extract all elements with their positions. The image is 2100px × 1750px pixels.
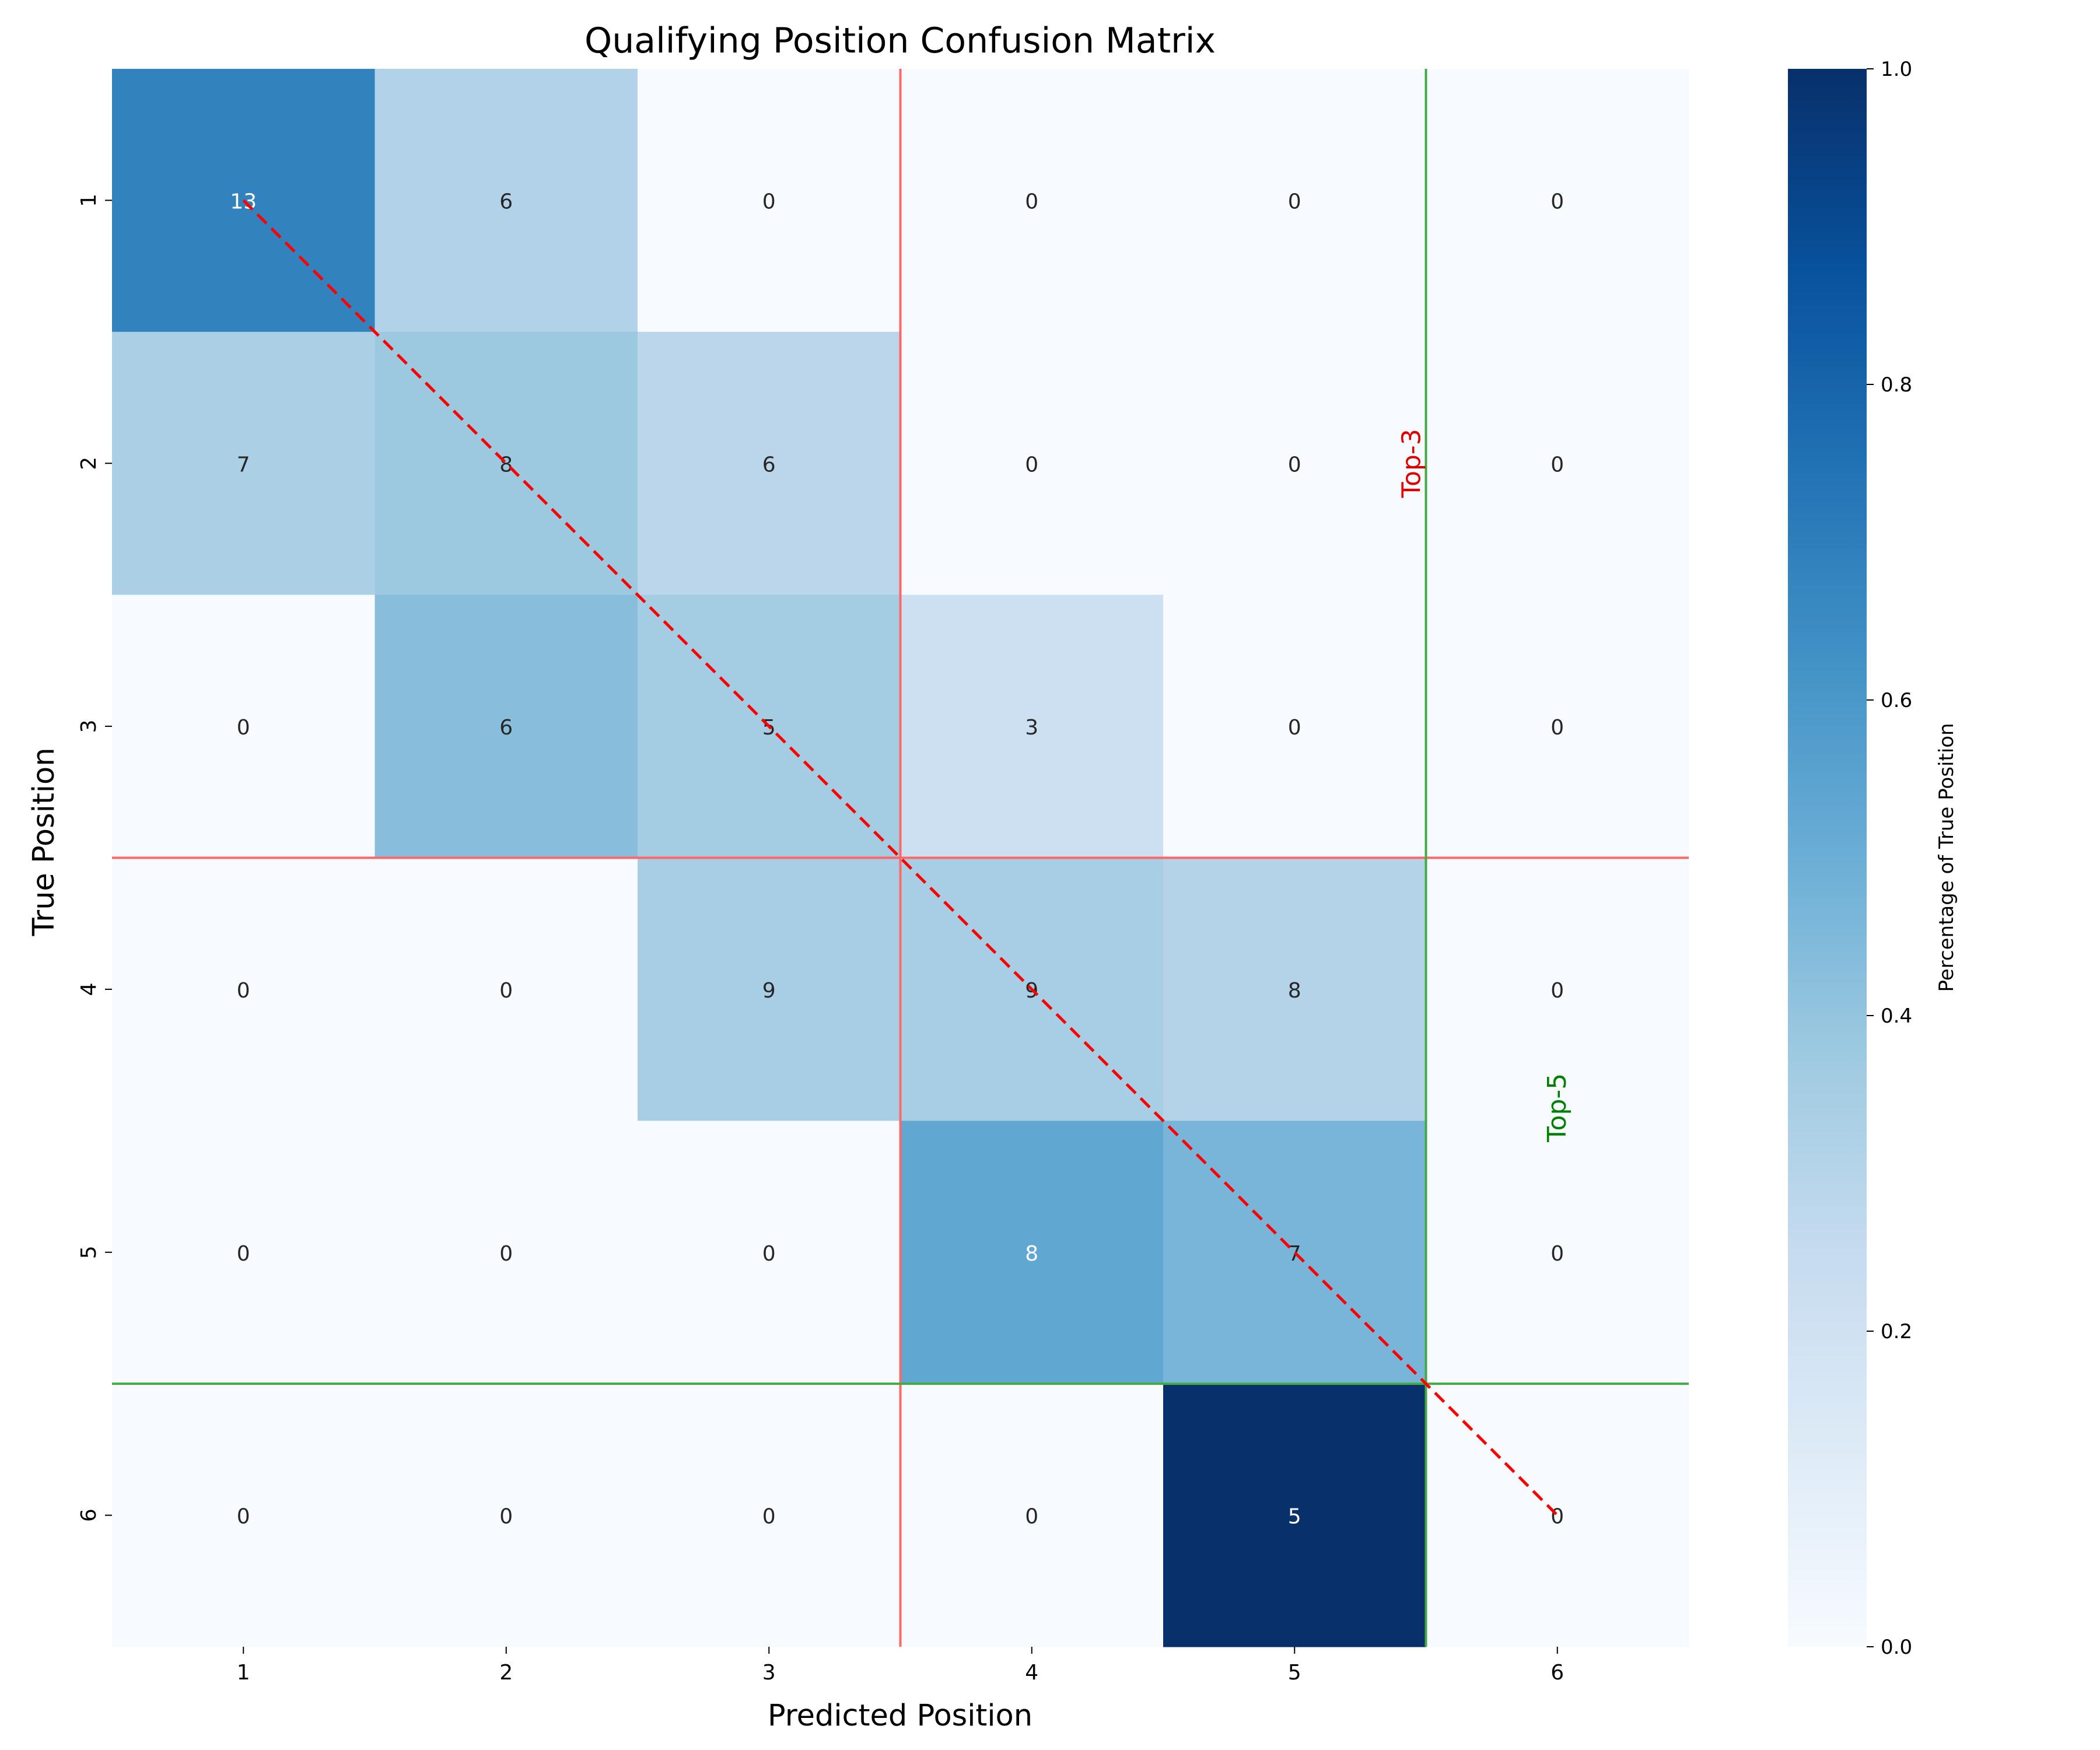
heatmap-cell: [374, 858, 638, 1121]
cell-value-label: 0: [499, 1242, 513, 1266]
y-axis-ticks: 1 2 3 4 5 6: [77, 194, 112, 1522]
cell-value-label: 0: [1550, 716, 1564, 740]
colorbar: 0.0 0.2 0.4 0.6 0.8 1.0 Percentage of True Po…: [1788, 58, 1958, 1659]
heatmap-cell: [112, 1384, 376, 1647]
cell-value-label: 6: [499, 190, 513, 214]
heatmap-cell: [1426, 69, 1689, 332]
cell-value-label: 0: [1288, 716, 1301, 740]
colorbar-label: Percentage of True Position: [1935, 723, 1958, 992]
cell-value-label: 0: [762, 190, 776, 214]
heatmap-cell: [374, 69, 638, 332]
x-tick-label: 1: [237, 1661, 250, 1685]
heatmap-cell: [112, 1121, 376, 1384]
heatmap-cell: [900, 594, 1164, 859]
annotations: Top-3 Top-5: [1397, 429, 1572, 1143]
heatmap-cell: [638, 1121, 901, 1384]
heatmap-cells: 1360000786000065300009980000870000050: [112, 69, 1689, 1647]
x-tick-label: 4: [1025, 1661, 1038, 1685]
heatmap-cell: [374, 594, 638, 859]
cell-value-label: 0: [237, 716, 250, 740]
heatmap-cell: [900, 1384, 1164, 1647]
colorbar-tick-label: 0.6: [1881, 689, 1912, 712]
cell-value-label: 0: [1550, 1242, 1564, 1266]
x-axis-label: Predicted Position: [768, 1699, 1032, 1733]
cell-value-label: 0: [237, 979, 250, 1003]
cell-value-label: 0: [1288, 453, 1301, 477]
heatmap-cell: [112, 331, 376, 596]
heatmap-cell: [1163, 858, 1427, 1121]
cell-value-label: 9: [762, 979, 776, 1003]
chart-title: Qualifying Position Confusion Matrix: [584, 20, 1216, 61]
heatmap-cell: [1426, 331, 1689, 596]
heatmap-cell: [374, 1384, 638, 1647]
heatmap-cell: [900, 331, 1164, 596]
heatmap-cell: [638, 331, 901, 596]
heatmap-cell: [638, 858, 901, 1121]
heatmap-cell: [112, 858, 376, 1121]
cell-value-label: 0: [499, 979, 513, 1003]
heatmap-cell: [1163, 1384, 1427, 1647]
heatmap-cell: [900, 69, 1164, 332]
cell-value-label: 0: [1025, 1505, 1038, 1529]
colorbar-gradient: [1788, 69, 1867, 1647]
y-tick-label: 6: [77, 1508, 101, 1522]
top5-annotation: Top-5: [1542, 1073, 1572, 1143]
cell-value-label: 0: [237, 1242, 250, 1266]
cell-value-label: 0: [1025, 453, 1038, 477]
reference-lines: [112, 69, 1689, 1647]
cell-value-label: 0: [762, 1242, 776, 1266]
heatmap-cell: [1163, 69, 1427, 332]
heatmap-cell: [1163, 331, 1427, 596]
heatmap-cell: [374, 1121, 638, 1384]
cell-value-label: 8: [1025, 1242, 1038, 1266]
cell-value-label: 0: [762, 1505, 776, 1529]
colorbar-tick-label: 0.0: [1881, 1636, 1912, 1659]
heatmap-cell: [1426, 594, 1689, 859]
x-tick-label: 3: [762, 1661, 776, 1685]
cell-value-label: 0: [237, 1505, 250, 1529]
cell-value-label: 7: [237, 453, 250, 477]
colorbar-tick-label: 0.4: [1881, 1005, 1912, 1028]
x-tick-label: 6: [1550, 1661, 1564, 1685]
cell-value-label: 0: [1025, 190, 1038, 214]
y-tick-label: 2: [77, 457, 101, 470]
cell-value-label: 5: [1288, 1505, 1301, 1529]
heatmap-cell: [1163, 594, 1427, 859]
y-tick-label: 5: [77, 1245, 101, 1259]
heatmap-cell: [638, 1384, 901, 1647]
y-tick-label: 3: [77, 720, 101, 733]
cell-value-label: 0: [499, 1505, 513, 1529]
cell-value-label: 0: [1550, 979, 1564, 1003]
y-tick-label: 4: [77, 982, 101, 996]
cell-value-label: 8: [1288, 979, 1301, 1003]
x-tick-label: 2: [499, 1661, 513, 1685]
heatmap-cell: [112, 594, 376, 859]
colorbar-tick-label: 0.2: [1881, 1320, 1912, 1343]
cell-value-label: 0: [1550, 1505, 1564, 1529]
cell-value-label: 6: [499, 716, 513, 740]
y-tick-label: 1: [77, 194, 101, 207]
cell-value-label: 8: [499, 453, 513, 477]
cell-value-label: 3: [1025, 716, 1038, 740]
heatmap-cell: [1426, 1121, 1689, 1384]
heatmap-cell: [1426, 858, 1689, 1121]
cell-value-label: 0: [1550, 190, 1564, 214]
colorbar-tick-label: 0.8: [1881, 373, 1912, 397]
heatmap-cell: [900, 1121, 1164, 1384]
x-tick-label: 5: [1288, 1661, 1301, 1685]
top3-annotation: Top-3: [1397, 429, 1427, 498]
cell-value-label: 6: [762, 453, 776, 477]
x-axis-ticks: 1 2 3 4 5 6: [237, 1647, 1564, 1685]
heatmap-cell: [638, 69, 901, 332]
diagonal-line: [242, 199, 1559, 1517]
cell-value-label: 0: [1288, 190, 1301, 214]
colorbar-tick-label: 1.0: [1881, 58, 1912, 81]
y-axis-label: True Position: [27, 747, 61, 936]
colorbar-ticks: 0.0 0.2 0.4 0.6 0.8 1.0: [1867, 58, 1912, 1659]
cell-value-label: 0: [1550, 453, 1564, 477]
